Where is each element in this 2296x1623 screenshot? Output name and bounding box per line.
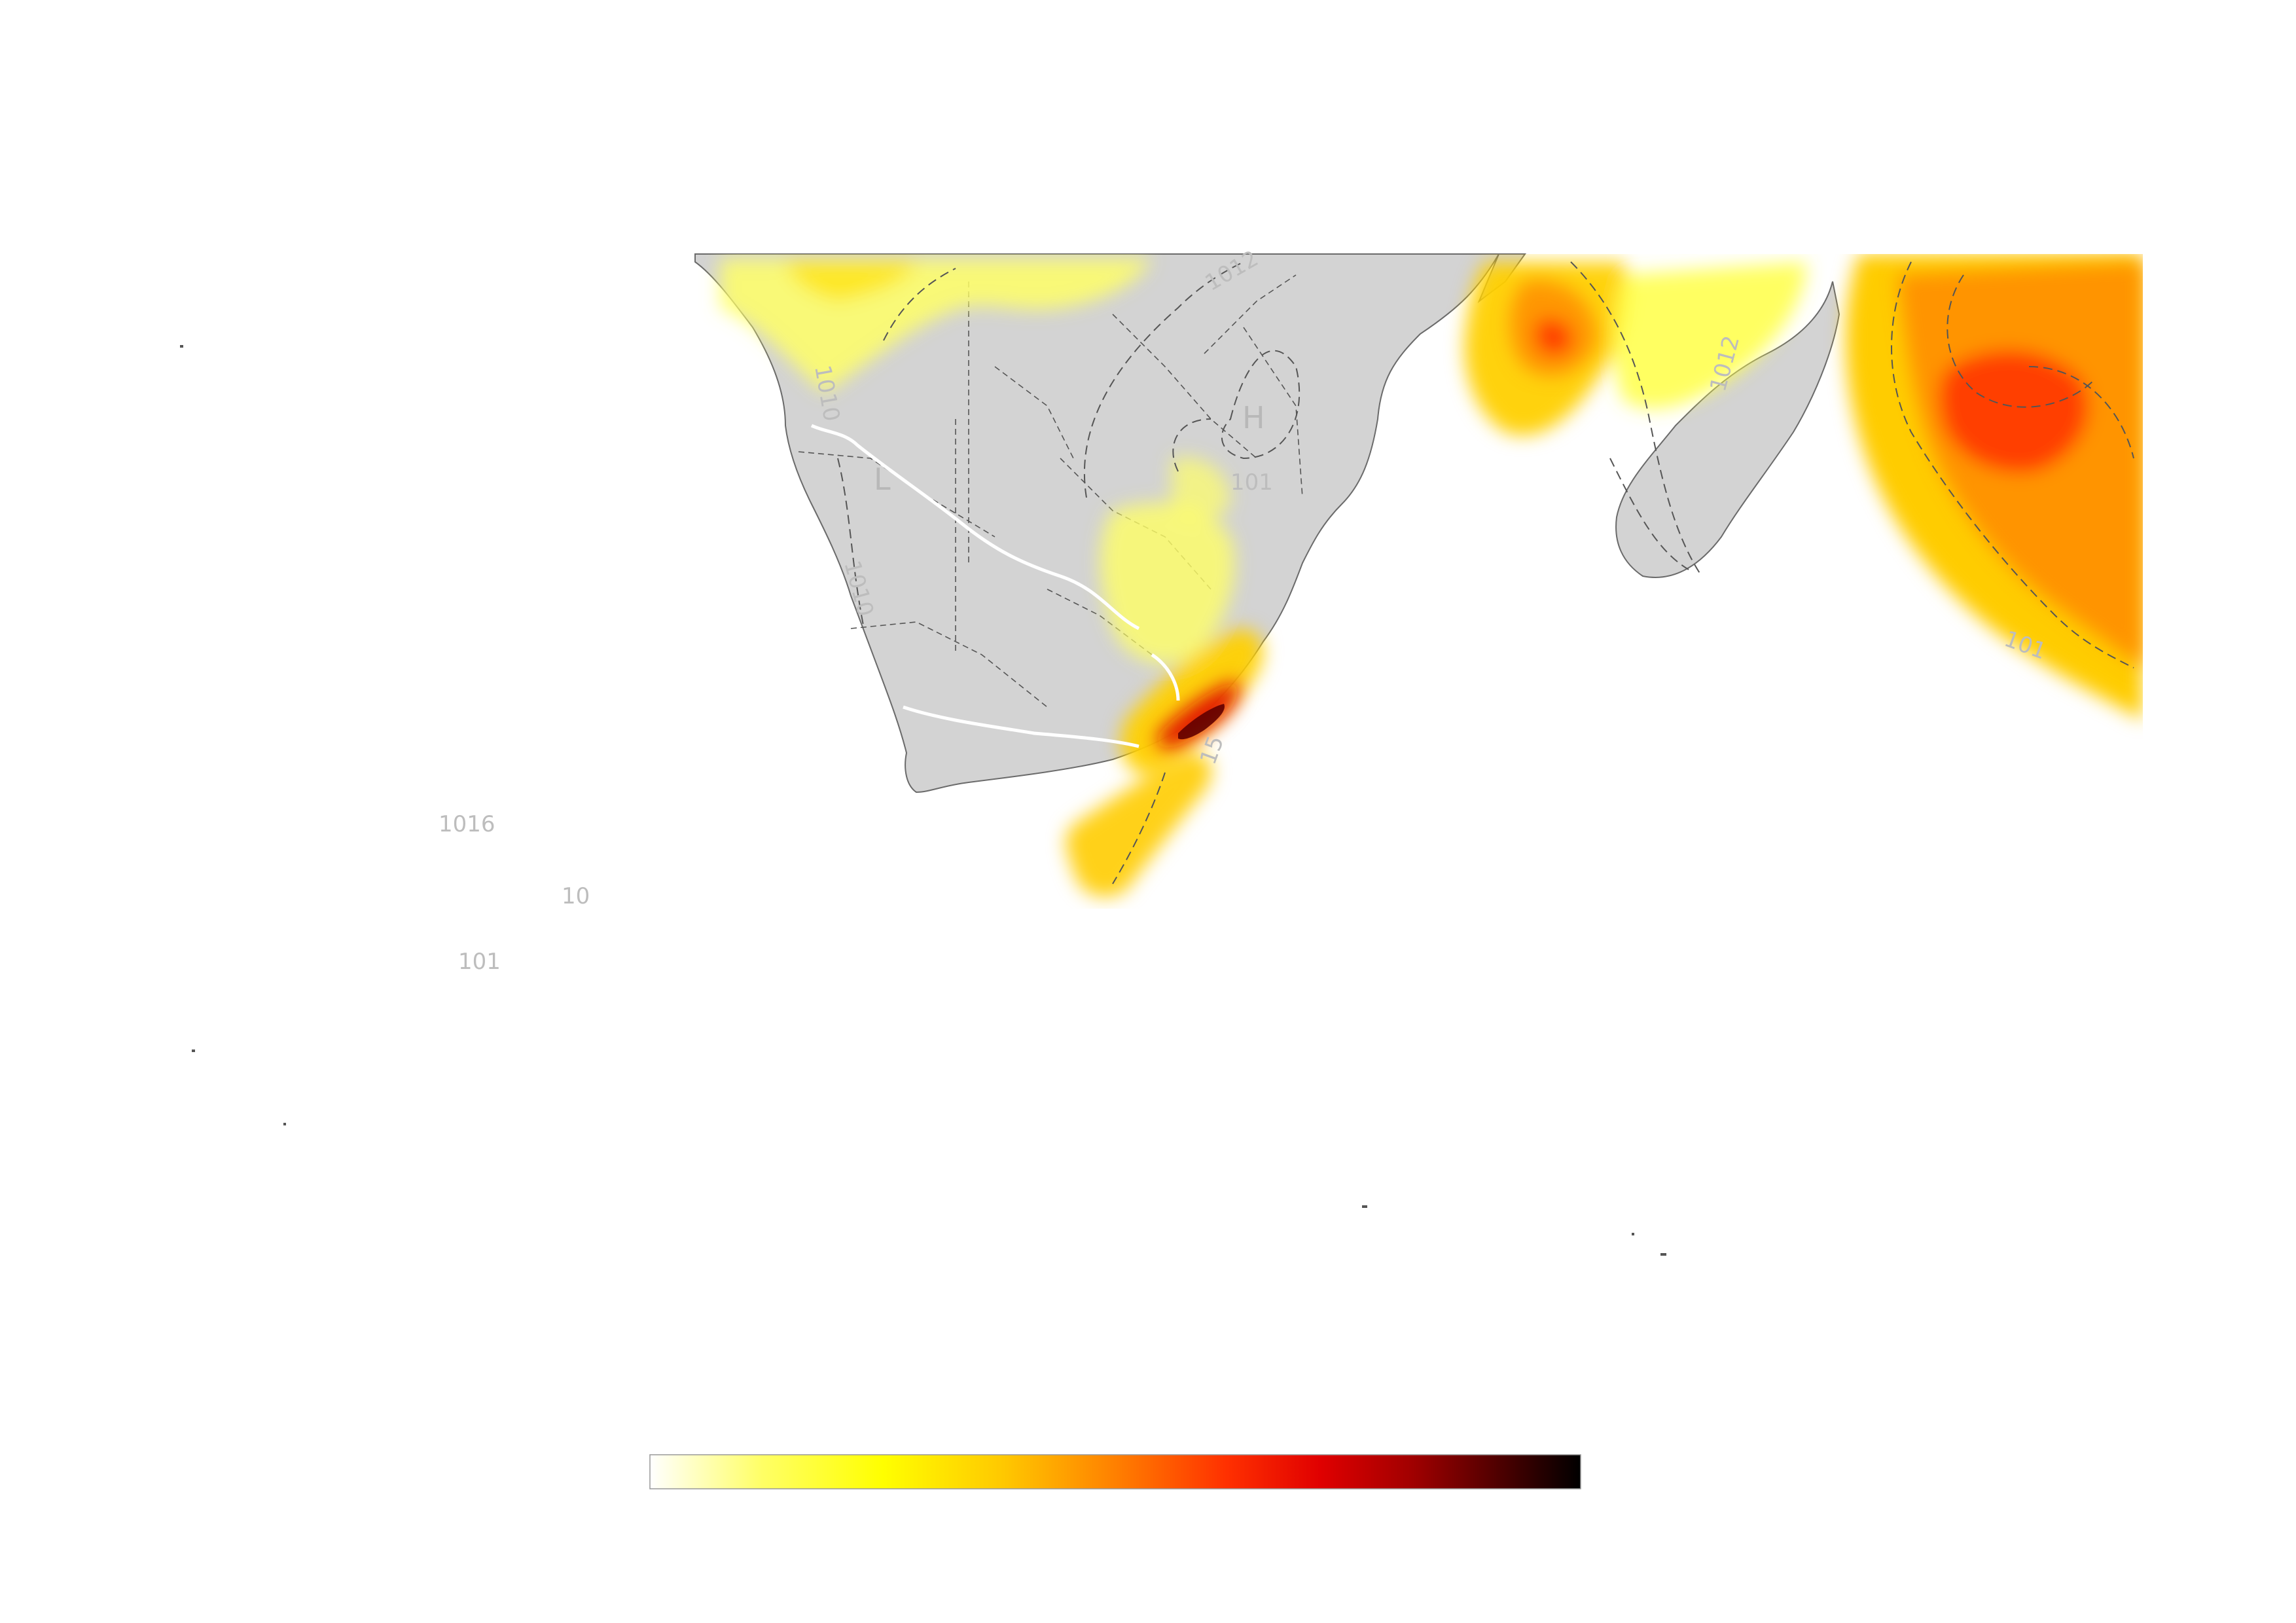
colorbar-gradient bbox=[649, 1454, 1581, 1489]
southern-africa-land bbox=[694, 253, 1500, 793]
precip-atlantic-1 bbox=[164, 694, 590, 917]
trough-coast bbox=[903, 705, 1139, 748]
precip-kzn-red bbox=[1158, 681, 1239, 748]
pressure-centers: H L bbox=[874, 400, 1265, 497]
colorbar bbox=[649, 1454, 1581, 1489]
precip-offshore-tail bbox=[1066, 753, 1212, 897]
precip-kzn-outer bbox=[1121, 629, 1263, 774]
precip-angola-core bbox=[785, 262, 916, 301]
low-pressure-marker: L bbox=[874, 462, 891, 497]
trough-kzn bbox=[1151, 653, 1180, 701]
precipitation-field bbox=[164, 254, 2143, 989]
isobar-label-atlantic-101: 101 bbox=[458, 949, 501, 975]
isobar-label-atlantic-1016: 1016 bbox=[439, 811, 495, 837]
precip-indian-ocean-red bbox=[1939, 350, 2089, 473]
precip-kzn-dark bbox=[1178, 704, 1225, 740]
precip-channel-red bbox=[1535, 319, 1572, 356]
madagascar-land bbox=[1615, 281, 1840, 578]
isobar-label-atlantic-10: 10 bbox=[562, 883, 590, 909]
high-pressure-marker: H bbox=[1242, 400, 1265, 435]
precip-central bbox=[1100, 503, 1235, 665]
precip-madagascar-n bbox=[1613, 262, 1806, 409]
small-islands bbox=[180, 345, 1666, 1256]
precip-atlantic-2 bbox=[209, 890, 491, 989]
isobar-label-central-101x: 101 bbox=[1230, 469, 1273, 496]
trough-lines bbox=[810, 424, 1180, 748]
precip-mozambique bbox=[1172, 457, 1230, 520]
trough-namibia bbox=[810, 424, 1140, 630]
isobars bbox=[837, 261, 2134, 884]
